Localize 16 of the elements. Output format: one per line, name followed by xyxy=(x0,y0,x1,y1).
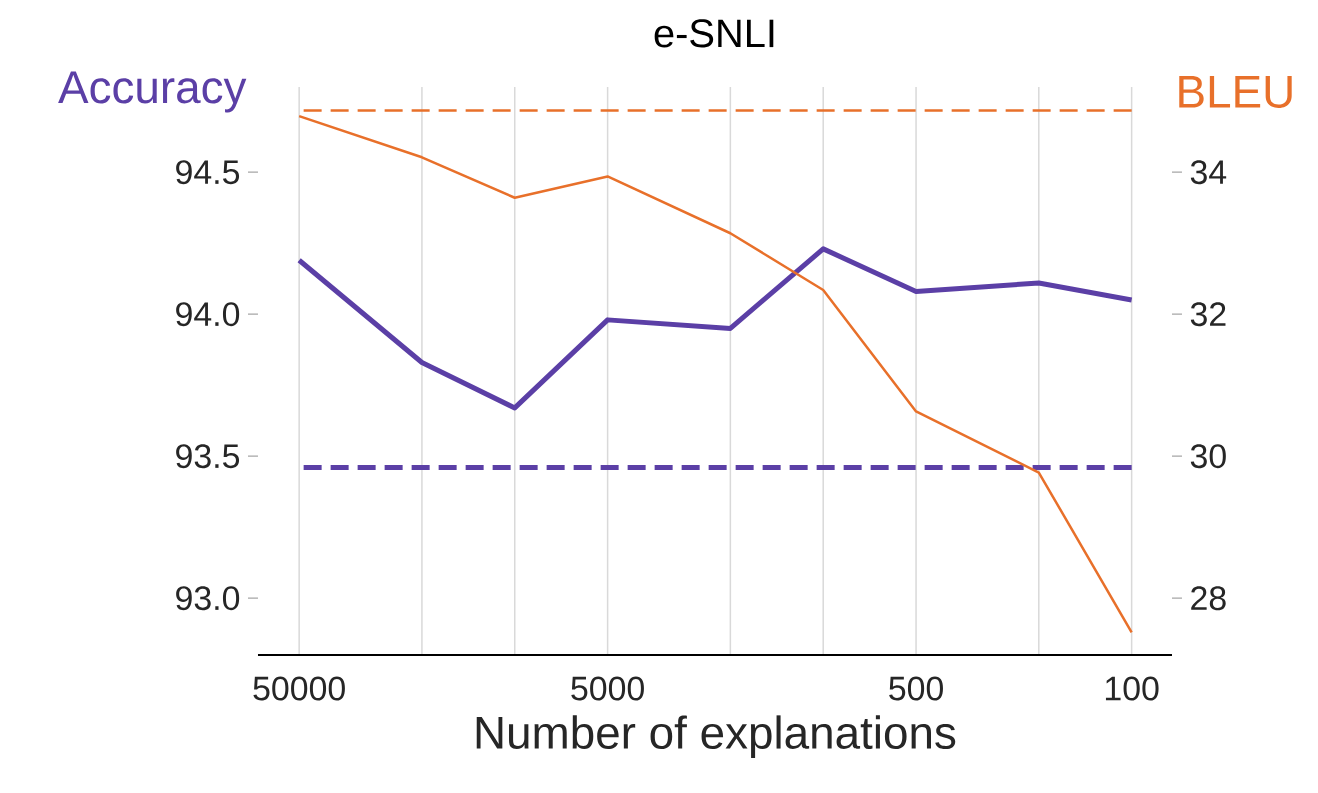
y2-tick-label: 28 xyxy=(1191,586,1226,611)
y-axis-title: Accuracy xyxy=(58,71,247,113)
y2-tick-label: 32 xyxy=(1190,302,1226,327)
y2-tick-label: 34 xyxy=(1190,160,1227,185)
chart-title: e-SNLI xyxy=(654,19,774,48)
y2-axis-title: BLEU xyxy=(1179,76,1292,108)
x-tick-label: 5000 xyxy=(571,676,644,701)
y-tick-label: 94.5 xyxy=(176,160,240,185)
y-tick-label: 93.5 xyxy=(176,444,240,469)
x-tick-label: 500 xyxy=(889,676,943,701)
x-tick-label: 50000 xyxy=(253,676,345,701)
x-axis-title: Number of explanations xyxy=(476,715,956,759)
y2-tick-label: 30 xyxy=(1190,444,1226,469)
x-tick-label: 100 xyxy=(1105,676,1159,701)
y-tick-label: 93.0 xyxy=(176,586,240,611)
y-tick-label: 94.0 xyxy=(176,302,240,327)
